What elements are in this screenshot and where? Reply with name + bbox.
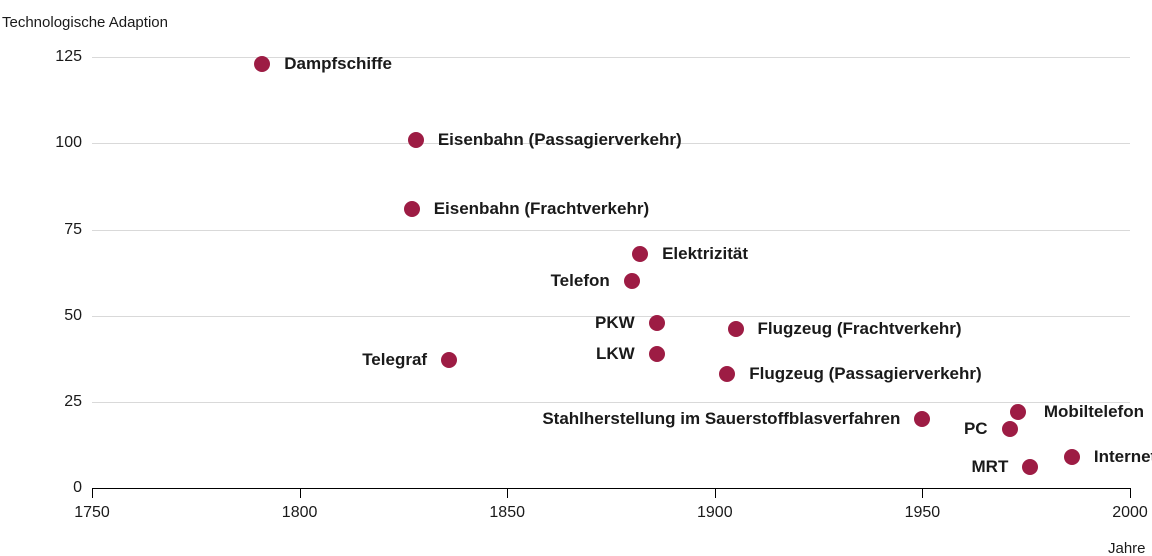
data-point-label: Mobiltelefon	[1044, 402, 1144, 422]
data-point-label: Dampfschiffe	[284, 54, 392, 74]
x-tick	[1130, 488, 1131, 498]
data-point-label: Eisenbahn (Frachtverkehr)	[434, 199, 649, 219]
x-tick-label: 1900	[697, 504, 733, 522]
data-point-label: Flugzeug (Frachtverkehr)	[758, 319, 962, 339]
data-point	[1002, 421, 1018, 437]
x-tick-label: 1950	[905, 504, 941, 522]
data-point	[408, 132, 424, 148]
y-tick-label: 125	[10, 48, 82, 66]
data-point	[649, 346, 665, 362]
x-tick	[92, 488, 93, 498]
x-tick-label: 1800	[282, 504, 318, 522]
technology-adoption-chart: 1750 1800 1850 1900 1950 2000 0 25 50 75 100 125 Tec…	[0, 0, 1152, 556]
data-point	[1064, 449, 1080, 465]
y-axis-title: Technologische Adaption	[2, 14, 168, 31]
gridline	[92, 402, 1130, 403]
data-point	[441, 352, 457, 368]
data-point-label: Telegraf	[362, 350, 427, 370]
gridline	[92, 230, 1130, 231]
data-point	[649, 315, 665, 331]
data-point-label: MRT	[972, 457, 1009, 477]
x-tick-label: 1750	[74, 504, 110, 522]
x-tick	[922, 488, 923, 498]
data-point-label: Elektrizität	[662, 244, 748, 264]
data-point	[624, 273, 640, 289]
data-point	[1022, 459, 1038, 475]
y-tick-label: 75	[10, 221, 82, 239]
x-axis-title: Jahre	[1108, 540, 1146, 556]
data-point-label: PC	[964, 419, 988, 439]
y-tick-label: 100	[10, 134, 82, 152]
data-point	[1010, 404, 1026, 420]
y-tick-label: 50	[10, 307, 82, 325]
data-point-label: PKW	[595, 313, 635, 333]
data-point-label: Stahlherstellung im Sauerstoffblasverfah…	[542, 409, 900, 429]
data-point-label: Flugzeug (Passagierverkehr)	[749, 364, 981, 384]
data-point-label: Eisenbahn (Passagierverkehr)	[438, 130, 682, 150]
data-point	[719, 366, 735, 382]
y-tick-label: 25	[10, 393, 82, 411]
data-point-label: LKW	[596, 344, 635, 364]
data-point	[404, 201, 420, 217]
data-point-label: Internet	[1094, 447, 1152, 467]
x-tick-label: 2000	[1112, 504, 1148, 522]
x-tick	[715, 488, 716, 498]
gridline	[92, 57, 1130, 58]
x-tick	[300, 488, 301, 498]
data-point	[632, 246, 648, 262]
x-tick	[507, 488, 508, 498]
data-point	[914, 411, 930, 427]
data-point-label: Telefon	[551, 271, 610, 291]
data-point	[728, 321, 744, 337]
data-point	[254, 56, 270, 72]
x-tick-label: 1850	[489, 504, 525, 522]
y-tick-label: 0	[10, 479, 82, 497]
x-axis	[92, 488, 1130, 489]
